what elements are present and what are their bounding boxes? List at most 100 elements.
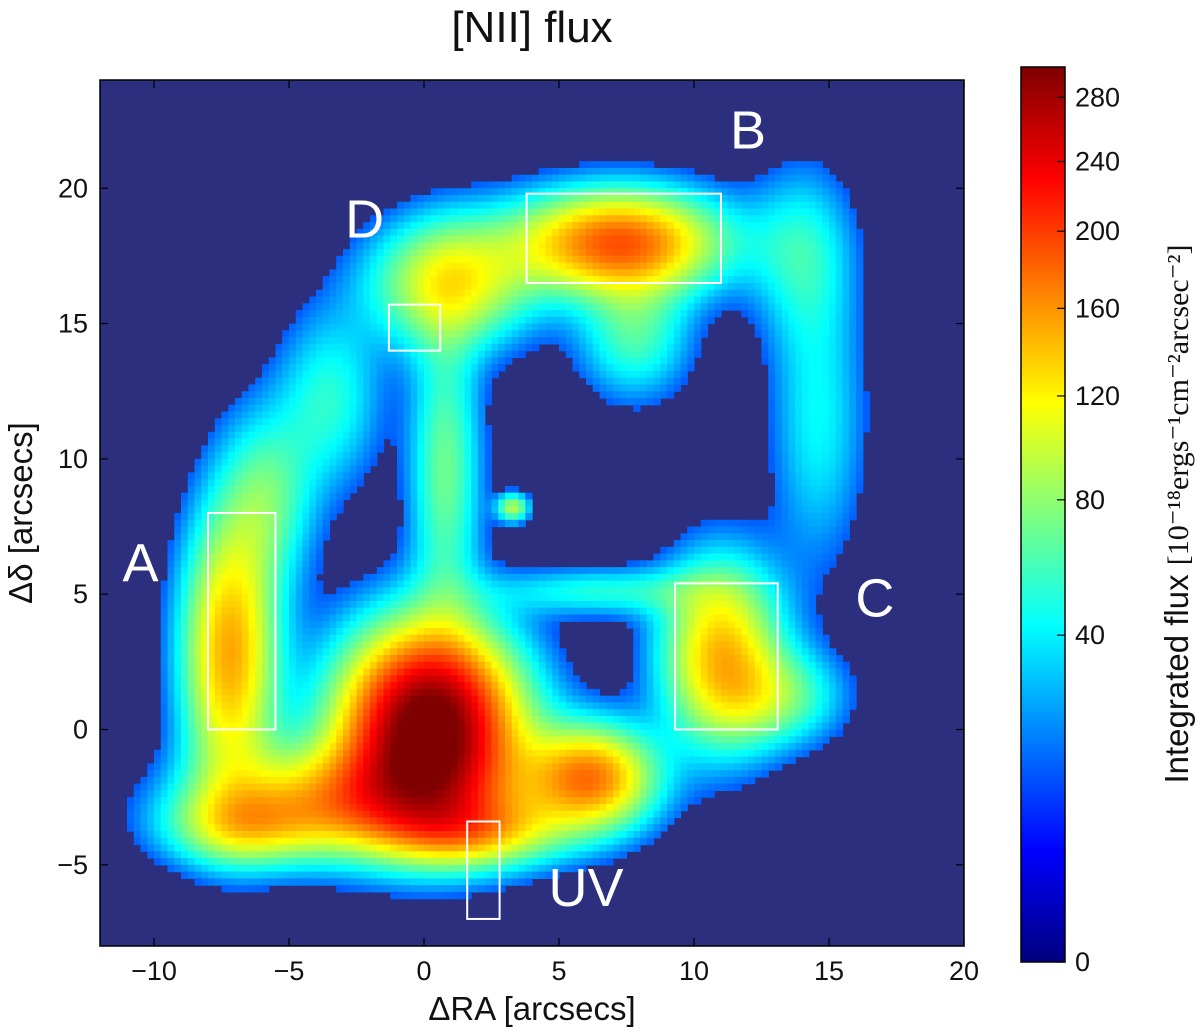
- flux-cell: [471, 377, 479, 386]
- flux-cell: [235, 411, 243, 419]
- flux-cell: [437, 296, 445, 304]
- flux-cell: [289, 397, 297, 406]
- flux-cell: [788, 614, 796, 622]
- flux-cell: [208, 594, 216, 602]
- flux-cell: [748, 553, 756, 561]
- flux-cell: [457, 546, 466, 555]
- flux-cell: [653, 397, 661, 406]
- flux-cell: [478, 431, 486, 440]
- flux-cell: [208, 519, 216, 528]
- flux-cell: [424, 201, 432, 210]
- flux-cell: [687, 343, 695, 352]
- flux-cell: [856, 431, 864, 440]
- flux-cell: [545, 323, 553, 331]
- flux-cell: [430, 567, 439, 575]
- flux-cell: [403, 303, 412, 311]
- flux-cell: [829, 553, 837, 561]
- flux-cell: [673, 546, 682, 555]
- flux-cell: [187, 553, 196, 561]
- flux-cell: [410, 310, 418, 318]
- flux-cell: [559, 255, 567, 264]
- flux-cell: [579, 580, 587, 589]
- flux-cell: [667, 391, 675, 399]
- flux-cell: [417, 364, 425, 372]
- flux-cell: [255, 641, 263, 649]
- flux-cell: [842, 519, 850, 528]
- flux-cell: [592, 337, 601, 345]
- flux-cell: [424, 560, 432, 568]
- flux-cell: [572, 222, 580, 230]
- flux-cell: [714, 587, 722, 595]
- flux-cell: [295, 614, 304, 622]
- flux-cell: [815, 567, 823, 575]
- flux-cell: [349, 282, 358, 291]
- flux-cell: [545, 215, 553, 223]
- flux-cell: [208, 479, 216, 487]
- flux-cell: [464, 242, 472, 250]
- flux-cell: [309, 499, 317, 507]
- flux-cell: [471, 573, 479, 582]
- flux-cell: [457, 195, 466, 203]
- flux-cell: [248, 485, 256, 494]
- flux-cell: [471, 411, 479, 419]
- flux-cell: [660, 553, 668, 561]
- flux-cell: [221, 628, 229, 636]
- flux-cell: [700, 289, 709, 298]
- flux-cell: [349, 384, 358, 392]
- flux-cell: [619, 607, 628, 616]
- flux-cell: [687, 188, 695, 196]
- flux-cell: [741, 181, 749, 189]
- flux-cell: [221, 519, 229, 528]
- flux-cell: [397, 269, 405, 277]
- flux-cell: [734, 195, 742, 203]
- flux-cell: [255, 485, 263, 494]
- flux-cell: [633, 282, 641, 291]
- flux-cell: [734, 526, 742, 534]
- flux-cell: [559, 282, 567, 291]
- flux-cell: [221, 600, 229, 609]
- flux-cell: [437, 479, 445, 487]
- flux-cell: [491, 289, 499, 298]
- flux-cell: [221, 540, 229, 548]
- flux-cell: [525, 316, 533, 325]
- flux-cell: [795, 255, 803, 264]
- flux-cell: [768, 303, 776, 311]
- flux-cell: [241, 519, 250, 528]
- flux-cell: [208, 600, 216, 609]
- flux-cell: [660, 560, 668, 568]
- flux-cell: [592, 208, 601, 216]
- flux-cell: [734, 587, 742, 595]
- flux-cell: [700, 533, 709, 541]
- flux-cell: [437, 425, 445, 433]
- flux-cell: [613, 397, 621, 406]
- flux-cell: [613, 594, 621, 602]
- flux-cell: [397, 310, 405, 318]
- flux-cell: [815, 174, 823, 183]
- flux-cell: [808, 357, 817, 365]
- flux-cell: [532, 296, 540, 304]
- flux-cell: [714, 208, 722, 216]
- flux-cell: [707, 188, 715, 196]
- flux-cell: [457, 479, 466, 487]
- flux-cell: [721, 614, 729, 622]
- flux-cell: [403, 607, 412, 616]
- flux-cell: [248, 526, 256, 534]
- flux-cell: [802, 580, 810, 589]
- flux-cell: [289, 377, 297, 386]
- flux-cell: [214, 600, 223, 609]
- flux-cell: [376, 384, 385, 392]
- flux-cell: [363, 370, 371, 379]
- flux-cell: [721, 587, 729, 595]
- flux-cell: [363, 262, 371, 271]
- flux-cell: [727, 546, 736, 555]
- flux-cell: [552, 249, 560, 257]
- flux-cell: [201, 485, 209, 494]
- flux-cell: [444, 201, 452, 210]
- flux-cell: [599, 289, 607, 298]
- flux-cell: [532, 330, 540, 338]
- flux-cell: [403, 269, 412, 277]
- flux-cell: [457, 526, 466, 534]
- flux-cell: [518, 228, 526, 237]
- flux-cell: [363, 587, 371, 595]
